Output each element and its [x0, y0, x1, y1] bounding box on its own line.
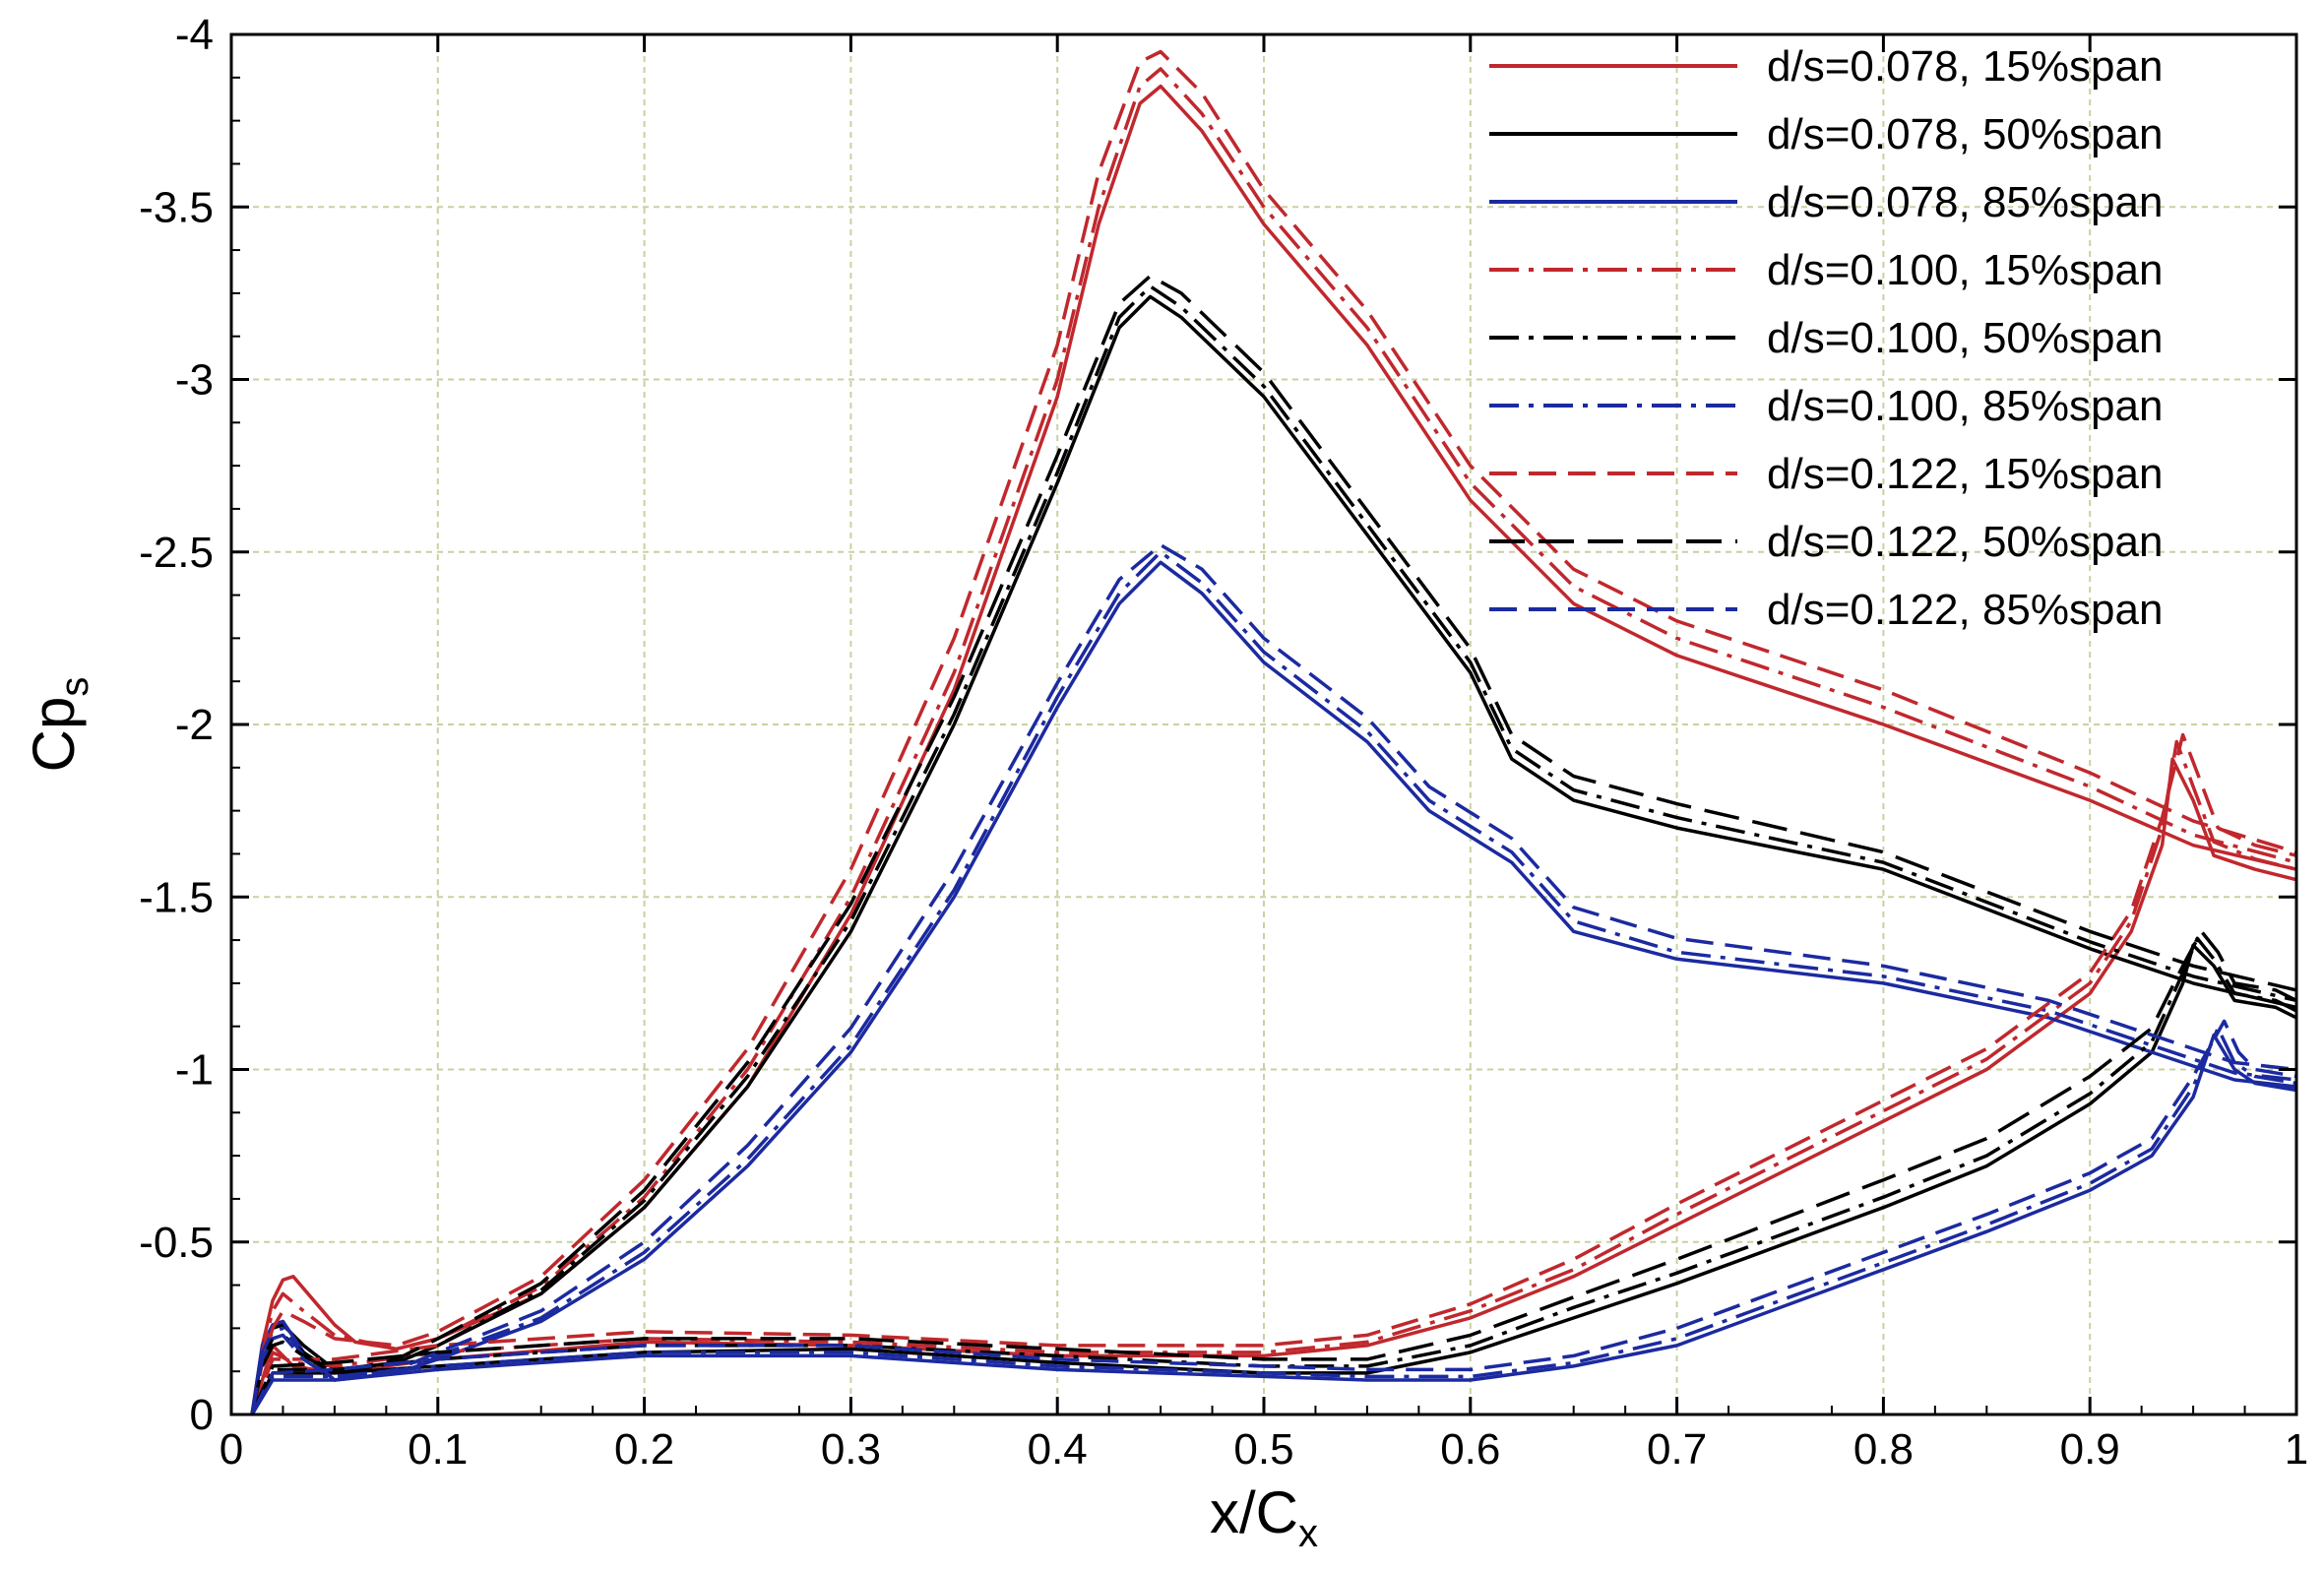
y-axis-title-subscript: s [53, 677, 96, 697]
series-9 [250, 542, 2297, 1415]
series-5-pressure-line [250, 936, 2297, 1415]
series-7-suction-line [250, 49, 2297, 1415]
series-layer [250, 49, 2297, 1415]
y-tick-label: -2 [175, 701, 214, 749]
y-tick-label: -1.5 [139, 873, 214, 921]
series-8-pressure-line [250, 929, 2297, 1415]
tick-marks [229, 32, 2298, 1416]
legend-label: d/s=0.122, 50%span [1767, 518, 2163, 566]
legend: d/s=0.078, 15%span d/s=0.078, 50%span d/s=… [1489, 42, 2163, 634]
y-tick-label: 0 [190, 1391, 214, 1439]
legend-label: d/s=0.100, 50%span [1767, 314, 2163, 362]
x-tick-label: 0 [220, 1425, 243, 1474]
series-4-suction-line [250, 67, 2297, 1415]
series-6-pressure-line [250, 1026, 2297, 1415]
x-tick-label: 0.1 [408, 1425, 468, 1474]
x-tick-label: 0.3 [821, 1425, 881, 1474]
x-tick-label: 0.5 [1233, 1425, 1293, 1474]
x-tick-label: 0.4 [1028, 1425, 1088, 1474]
series-2-suction-line [250, 294, 2297, 1415]
series-8-suction-line [250, 274, 2297, 1415]
y-tick-label: -1 [175, 1046, 214, 1095]
y-tick-label: -3 [175, 356, 214, 405]
legend-label: d/s=0.122, 15%span [1767, 450, 2163, 498]
x-tick-label: 0.9 [2060, 1425, 2120, 1474]
x-tick-label: 0.6 [1440, 1425, 1500, 1474]
series-9-pressure-line [250, 1019, 2297, 1415]
x-tick-label: 1 [2285, 1425, 2308, 1474]
series-7 [250, 49, 2297, 1415]
y-axis-title: Cps [21, 677, 96, 773]
y-tick-label: -3.5 [139, 183, 214, 231]
x-tick-label: 0.8 [1853, 1425, 1914, 1474]
legend-label: d/s=0.122, 85%span [1767, 586, 2163, 634]
legend-label: d/s=0.078, 85%span [1767, 178, 2163, 226]
series-4 [250, 67, 2297, 1415]
x-tick-label: 0.7 [1647, 1425, 1707, 1474]
tick-labels: 0 0.1 0.2 0.3 0.4 0.5 0.6 0.7 0.8 0.9 1 0 -0.5 -1 -1.5… [139, 11, 2308, 1474]
y-tick-label: -4 [175, 11, 214, 59]
series-8 [250, 274, 2297, 1415]
y-tick-label: -2.5 [139, 529, 214, 577]
y-tick-label: -0.5 [139, 1219, 214, 1267]
x-tick-label: 0.2 [614, 1425, 674, 1474]
x-axis-title-subscript: x [1298, 1512, 1318, 1555]
y-axis-title-main: Cp [21, 697, 87, 773]
legend-label: d/s=0.078, 50%span [1767, 110, 2163, 158]
legend-label: d/s=0.100, 15%span [1767, 246, 2163, 294]
x-axis-title-main: x/C [1210, 1479, 1298, 1545]
legend-label: d/s=0.100, 85%span [1767, 382, 2163, 430]
x-axis-title: x/Cx [1210, 1479, 1318, 1555]
series-1-suction-line [250, 84, 2297, 1415]
legend-label: d/s=0.078, 15%span [1767, 42, 2163, 91]
